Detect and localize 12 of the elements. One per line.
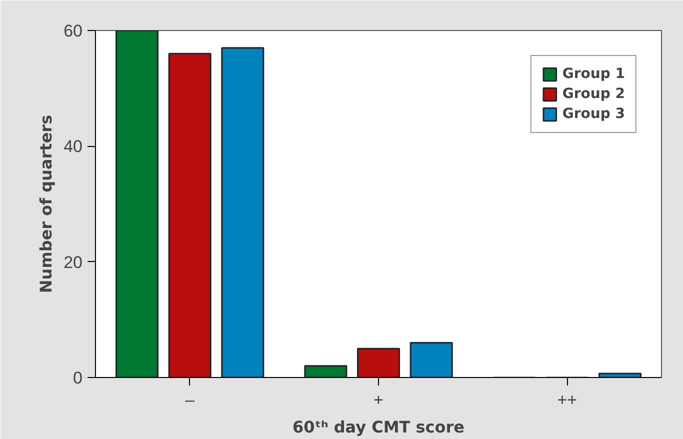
- x-tick-label: –: [185, 390, 196, 410]
- y-tick-label: 20: [64, 252, 83, 272]
- y-tick-label: 0: [73, 368, 83, 388]
- legend-label: Group 3: [562, 106, 625, 122]
- y-tick-label: 60: [64, 22, 83, 40]
- legend-label: Group 1: [562, 66, 625, 82]
- y-tick-label: 40: [64, 137, 83, 156]
- x-tick-label: +: [374, 390, 384, 410]
- y-axis-title: Number of quarters: [36, 114, 56, 294]
- legend-label: Group 2: [562, 86, 625, 102]
- x-tick-label: ++: [557, 390, 578, 410]
- x-axis-title: 60ᵗʰ day CMT score: [292, 418, 465, 436]
